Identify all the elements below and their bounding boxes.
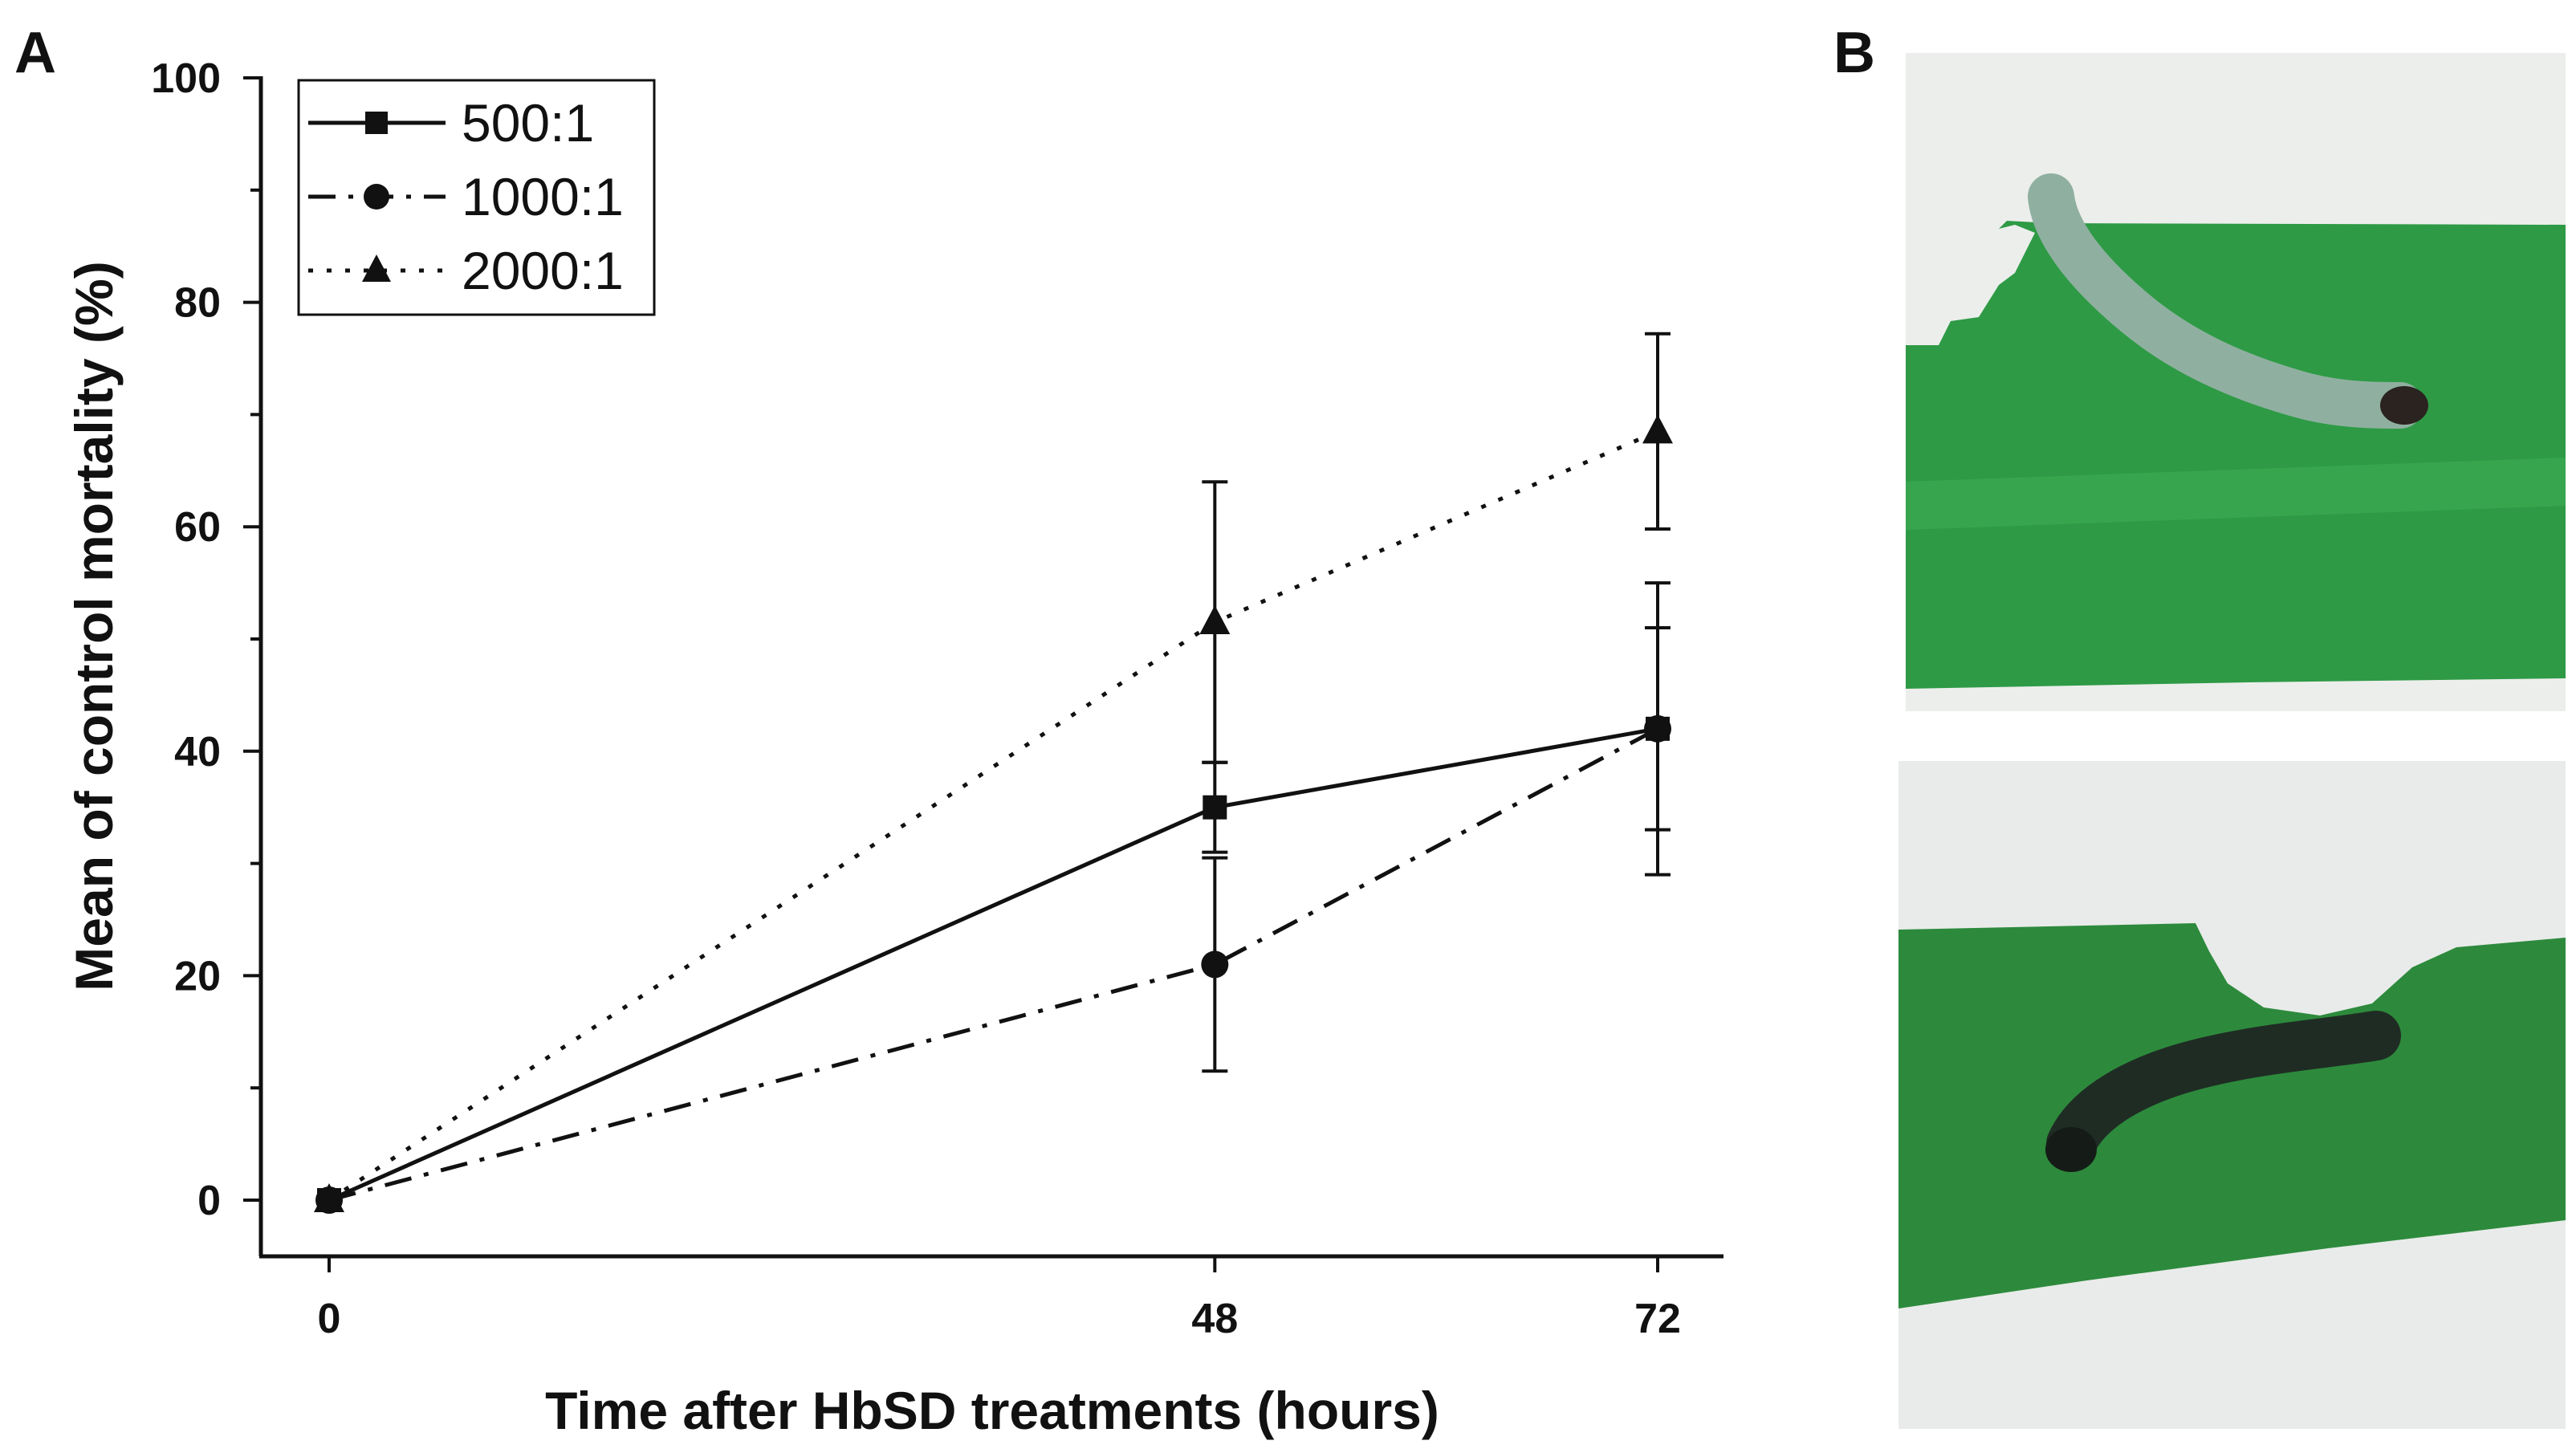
y-tick-label: 80 (174, 280, 221, 327)
series-line-1000:1 (328, 726, 1659, 1203)
y-axis-title: Mean of control mortality (%) (64, 261, 124, 991)
panel-b-label: B (1833, 21, 1875, 85)
x-axis-title: Time after HbSD treatments (hours) (545, 1381, 1439, 1440)
photo-top-larva-head (2380, 386, 2428, 425)
x-tick-label: 0 (318, 1296, 341, 1342)
legend-label: 1000:1 (462, 167, 624, 226)
y-ticks: 0 20 40 60 80 100 (151, 55, 262, 1224)
chart-legend: 500:1 1000:1 2000:1 (297, 79, 656, 316)
larva-photo-bottom (1898, 761, 2566, 1429)
legend-marker-square (365, 112, 388, 134)
data-point-triangle (314, 1183, 344, 1212)
photo-top-leaf-midrib (1906, 458, 2566, 530)
chart-axes (258, 76, 1723, 1259)
y-tick-label: 60 (174, 504, 221, 551)
x-tick-label: 72 (1634, 1296, 1681, 1342)
data-point-circle (1201, 950, 1229, 979)
larva-photo-top (1906, 53, 2566, 711)
y-tick-label: 100 (151, 55, 221, 102)
legend-label: 2000:1 (462, 241, 624, 300)
mortality-line-chart: 0 20 40 60 80 100 0 48 72 Time after HbSD treat… (64, 55, 1723, 1440)
photo-bottom-leaf (1898, 923, 2566, 1309)
y-tick-label: 20 (174, 953, 221, 999)
data-point-circle (1644, 714, 1671, 743)
legend-label: 500:1 (462, 93, 594, 153)
y-tick-label: 40 (174, 729, 221, 775)
legend-marker-circle (364, 184, 389, 210)
photo-bottom-larva (2046, 1011, 2401, 1169)
series-line-2000:1 (328, 429, 1658, 1203)
photo-top-leaf (1906, 221, 2566, 689)
series-lines (328, 429, 1659, 1203)
series-line-500:1 (328, 726, 1658, 1203)
legend-box (297, 79, 656, 316)
panel-a-label: A (14, 21, 56, 85)
data-point-square (1203, 795, 1227, 820)
x-tick-label: 48 (1191, 1296, 1238, 1342)
photo-top-larva (2028, 173, 2423, 429)
photo-bottom-larva-head (2045, 1127, 2097, 1172)
data-point-triangle (1642, 414, 1673, 444)
legend-marker-triangle (362, 254, 391, 282)
data-markers (314, 414, 1673, 1214)
y-tick-label: 0 (197, 1178, 221, 1224)
x-ticks: 0 48 72 (318, 1255, 1681, 1342)
error-bars (1202, 332, 1671, 1073)
data-point-triangle (1199, 605, 1231, 635)
